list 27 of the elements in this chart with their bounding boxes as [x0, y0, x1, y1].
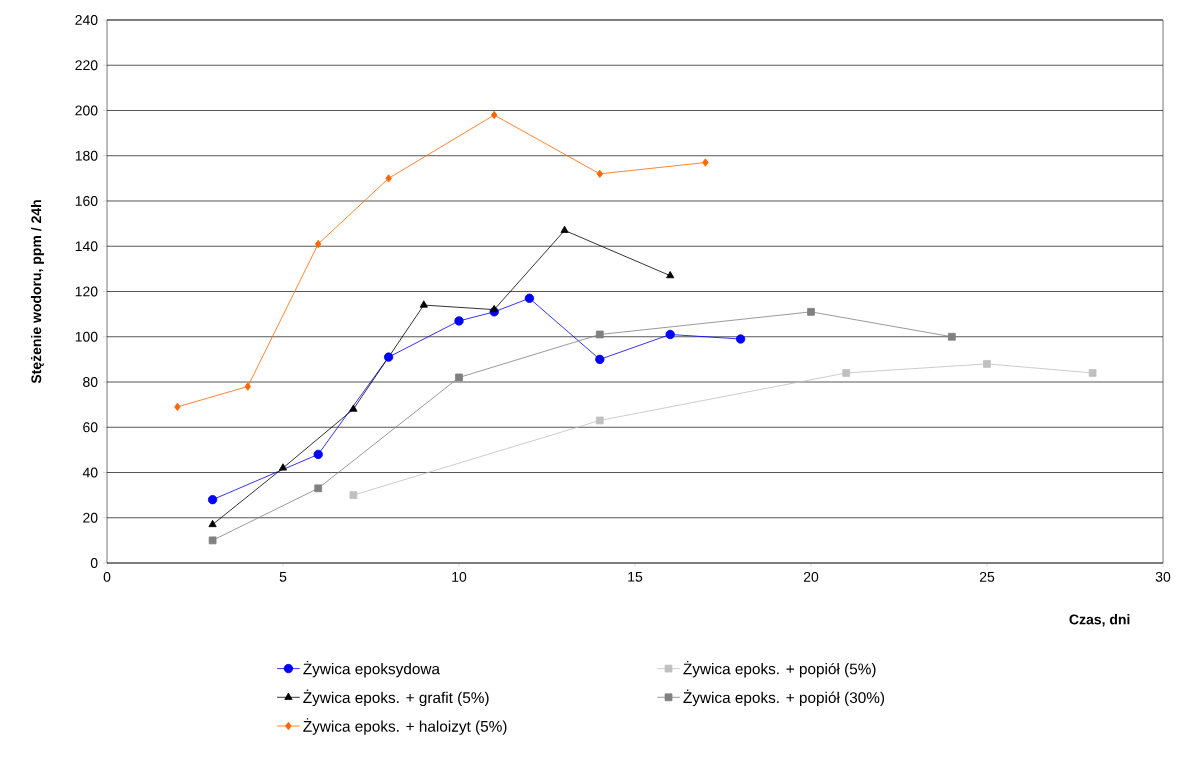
legend-label: Żywica epoks. + popiół (30%): [683, 689, 885, 707]
y-tick-label: 20: [83, 512, 98, 523]
legend-label: Żywica epoks. + grafit (5%): [303, 689, 489, 707]
x-axis-title: Czas, dni: [1069, 614, 1130, 627]
y-tick-label: 120: [75, 286, 98, 297]
x-tick-label: 5: [279, 571, 287, 582]
y-tick-label: 80: [83, 377, 98, 387]
x-tick-label: 10: [452, 571, 467, 582]
y-tick-label: 200: [75, 105, 98, 116]
y-tick-label: 100: [75, 331, 98, 342]
y-axis-title: Stężenie wodoru, ppm / 24h: [30, 200, 44, 384]
x-tick-label: 30: [1155, 571, 1171, 582]
y-tick-label: 0: [90, 558, 98, 568]
y-tick-label: 40: [82, 467, 98, 478]
x-tick-label: 20: [803, 571, 819, 582]
x-tick-label: 25: [979, 571, 995, 582]
legend-label: Żywica epoks. + haloizyt (5%): [303, 718, 507, 735]
y-tick-label: 220: [75, 60, 98, 71]
y-tick-label: 180: [75, 150, 98, 161]
y-tick-label: 140: [75, 241, 98, 252]
y-tick-label: 60: [83, 422, 98, 433]
legend-label: Żywica epoks. + popiół (5%): [683, 660, 876, 678]
x-tick-label: 15: [628, 571, 643, 582]
x-tick-label: 0: [103, 571, 111, 582]
legend-label: Żywica epoksydowa: [303, 660, 440, 678]
y-tick-label: 160: [75, 196, 98, 206]
y-tick-label: 240: [75, 15, 98, 25]
